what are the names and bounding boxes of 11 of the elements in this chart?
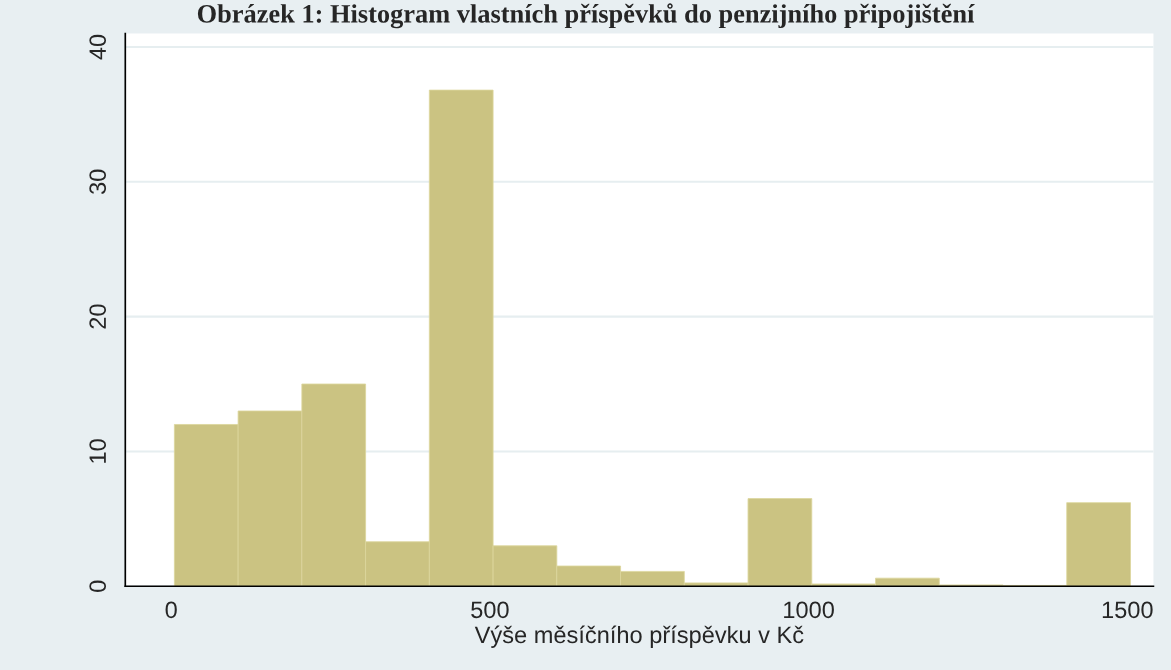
y-tick-label: 10 xyxy=(89,439,107,463)
chart-title: Obrázek 1: Histogram vlastních příspěvků do penzijního připojištění xyxy=(197,3,975,29)
x-tick-label: 1500 xyxy=(1102,601,1153,619)
y-tick-label: 0 xyxy=(89,580,107,592)
x-tick-label: 500 xyxy=(471,601,509,619)
y-tick-label: 30 xyxy=(89,169,107,195)
x-axis-title: Výše měsíčního příspěvku v Kč xyxy=(474,625,804,648)
y-tick-label: 40 xyxy=(89,34,107,60)
x-tick-label: 1000 xyxy=(784,601,834,619)
x-tick-label: 0 xyxy=(165,601,177,619)
y-tick-label: 20 xyxy=(89,304,107,329)
